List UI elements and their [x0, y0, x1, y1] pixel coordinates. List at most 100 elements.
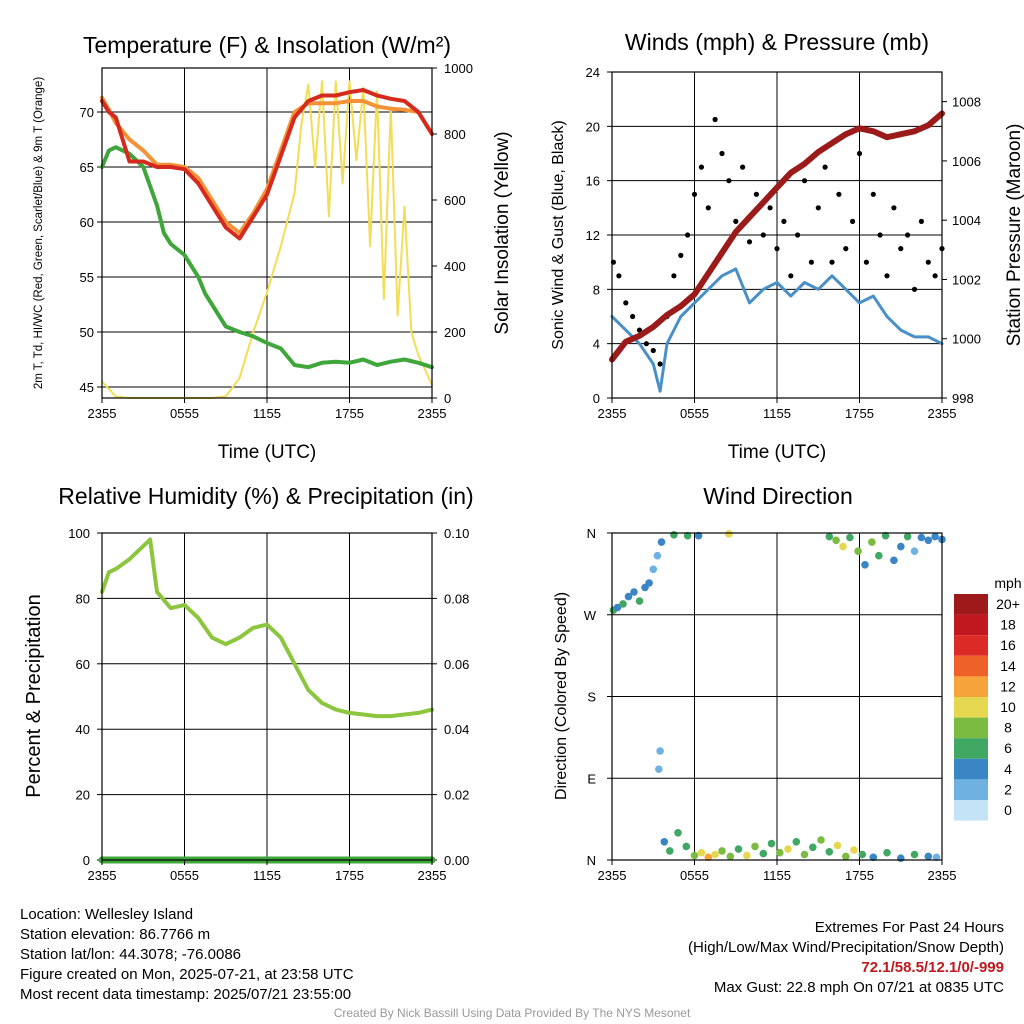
- gust-point: [698, 164, 705, 170]
- direction-point: [649, 565, 658, 574]
- gust-point: [774, 246, 780, 252]
- y-tick-label: N: [587, 853, 596, 868]
- direction-point: [759, 849, 768, 858]
- y2-tick-label: 800: [444, 127, 466, 142]
- direction-point: [624, 592, 633, 601]
- temperature-panel: 45 50 55 60 65 70 0 200 400 600 800 1000 2355 0555 115…: [33, 32, 513, 463]
- y-tick-label: 80: [76, 591, 90, 606]
- y-tick-label: 16: [586, 174, 600, 189]
- direction-point: [653, 551, 662, 560]
- direction-point: [881, 531, 890, 540]
- series-line: [100, 537, 434, 719]
- y2-tick-label: 1000: [444, 61, 473, 76]
- gust-point: [863, 259, 870, 265]
- y2-tick-label: 600: [444, 193, 466, 208]
- x-tick-label: 2355: [598, 406, 627, 421]
- direction-point: [924, 852, 933, 861]
- y-tick-label: 70: [80, 105, 94, 120]
- gust-point: [719, 150, 725, 157]
- gust-point: [877, 232, 883, 238]
- legend-label: 16: [1000, 637, 1016, 653]
- direction-point: [682, 842, 691, 851]
- gust-point: [898, 246, 904, 252]
- gust-point: [870, 191, 876, 197]
- y-tick-label: 20: [76, 788, 90, 803]
- y-tick-label: S: [587, 690, 596, 705]
- gust-point: [740, 164, 746, 170]
- legend-label: 20+: [996, 596, 1020, 612]
- legend-swatch: [954, 594, 988, 615]
- legend-swatch: [954, 800, 988, 821]
- direction-point: [630, 588, 638, 596]
- y-tick-label: 0: [83, 853, 90, 868]
- direction-point: [656, 747, 664, 755]
- x-tick-label: 1155: [763, 868, 791, 883]
- direction-point: [697, 848, 706, 857]
- y2-axis-label: Solar Insolation (Yellow): [492, 131, 513, 334]
- direction-point: [932, 853, 941, 862]
- winds-panel: 0 4 8 12 16 20 24 998 1000 1002 1004 1006 1008 2355 05…: [550, 29, 1024, 463]
- x-tick-label: 1155: [253, 868, 281, 883]
- direction-point: [734, 845, 743, 853]
- station-elevation: Station elevation: 86.7766 m: [20, 926, 211, 943]
- humidity-panel: 0 20 40 60 80 100 0.00 0.02 0.04 0.06 0.08 0.10 2355…: [23, 483, 474, 883]
- y2-tick-label: 0.00: [444, 853, 469, 868]
- direction-point: [704, 853, 713, 862]
- y-axis-label: 2m T, Td, HI/WC (Red, Green, Scarlet/Blu…: [33, 77, 45, 389]
- direction-point: [674, 829, 682, 837]
- gust-point: [829, 259, 835, 265]
- direction-point: [897, 854, 905, 862]
- gust-point: [932, 273, 938, 279]
- gust-point: [657, 361, 663, 367]
- y2-tick-label: 1008: [952, 95, 981, 110]
- direction-point: [800, 850, 809, 859]
- direction-point: [858, 850, 867, 859]
- direction-point: [613, 603, 622, 612]
- direction-point: [694, 531, 703, 540]
- direction-point: [931, 532, 939, 541]
- y-axis-label: Direction (Colored By Speed): [553, 592, 570, 800]
- gust-point: [788, 273, 794, 279]
- direction-point: [817, 836, 825, 844]
- extremes-description: (High/Low/Max Wind/Precipitation/Snow De…: [688, 939, 1004, 956]
- gust-point: [671, 273, 677, 279]
- y2-axis-label: Station Pressure (Maroon): [1004, 124, 1024, 347]
- gust-point: [753, 191, 760, 197]
- direction-point: [619, 600, 627, 608]
- y-tick-label: 100: [68, 526, 90, 541]
- x-tick-label: 0555: [170, 868, 199, 883]
- station-info: Location: Wellesley Island Station eleva…: [20, 905, 354, 1005]
- direction-point: [868, 538, 876, 546]
- gust-point: [643, 341, 650, 347]
- y-tick-label: 12: [586, 228, 600, 243]
- x-axis-label: Time (UTC): [728, 442, 827, 463]
- direction-point: [825, 848, 834, 856]
- gust-point: [630, 313, 636, 320]
- direction-point: [842, 852, 850, 861]
- direction-point: [850, 846, 858, 854]
- chart-title: Wind Direction: [703, 483, 853, 509]
- direction-point: [645, 579, 653, 587]
- max-gust: Max Gust: 22.8 mph On 07/21 at 0835 UTC: [713, 979, 1004, 996]
- gust-point: [884, 273, 890, 279]
- y-tick-label: 55: [80, 270, 94, 285]
- y-tick-label: 50: [80, 325, 94, 340]
- legend-swatch: [954, 717, 988, 739]
- legend-title: mph: [994, 575, 1021, 591]
- y2-tick-label: 0.10: [444, 526, 469, 541]
- gust-point: [836, 191, 842, 197]
- x-tick-label: 1755: [845, 406, 874, 421]
- gust-point: [616, 273, 622, 279]
- direction-point: [917, 533, 926, 542]
- y-tick-label: 40: [76, 722, 90, 737]
- y2-tick-label: 0.04: [444, 722, 469, 737]
- gust-point: [712, 116, 718, 123]
- legend-label: 8: [1004, 720, 1012, 736]
- gust-point: [822, 164, 828, 170]
- extremes-title: Extremes For Past 24 Hours: [814, 919, 1004, 936]
- direction-point: [743, 851, 751, 860]
- direction-point: [660, 838, 669, 846]
- gust-point: [911, 286, 918, 292]
- direction-point: [854, 547, 862, 555]
